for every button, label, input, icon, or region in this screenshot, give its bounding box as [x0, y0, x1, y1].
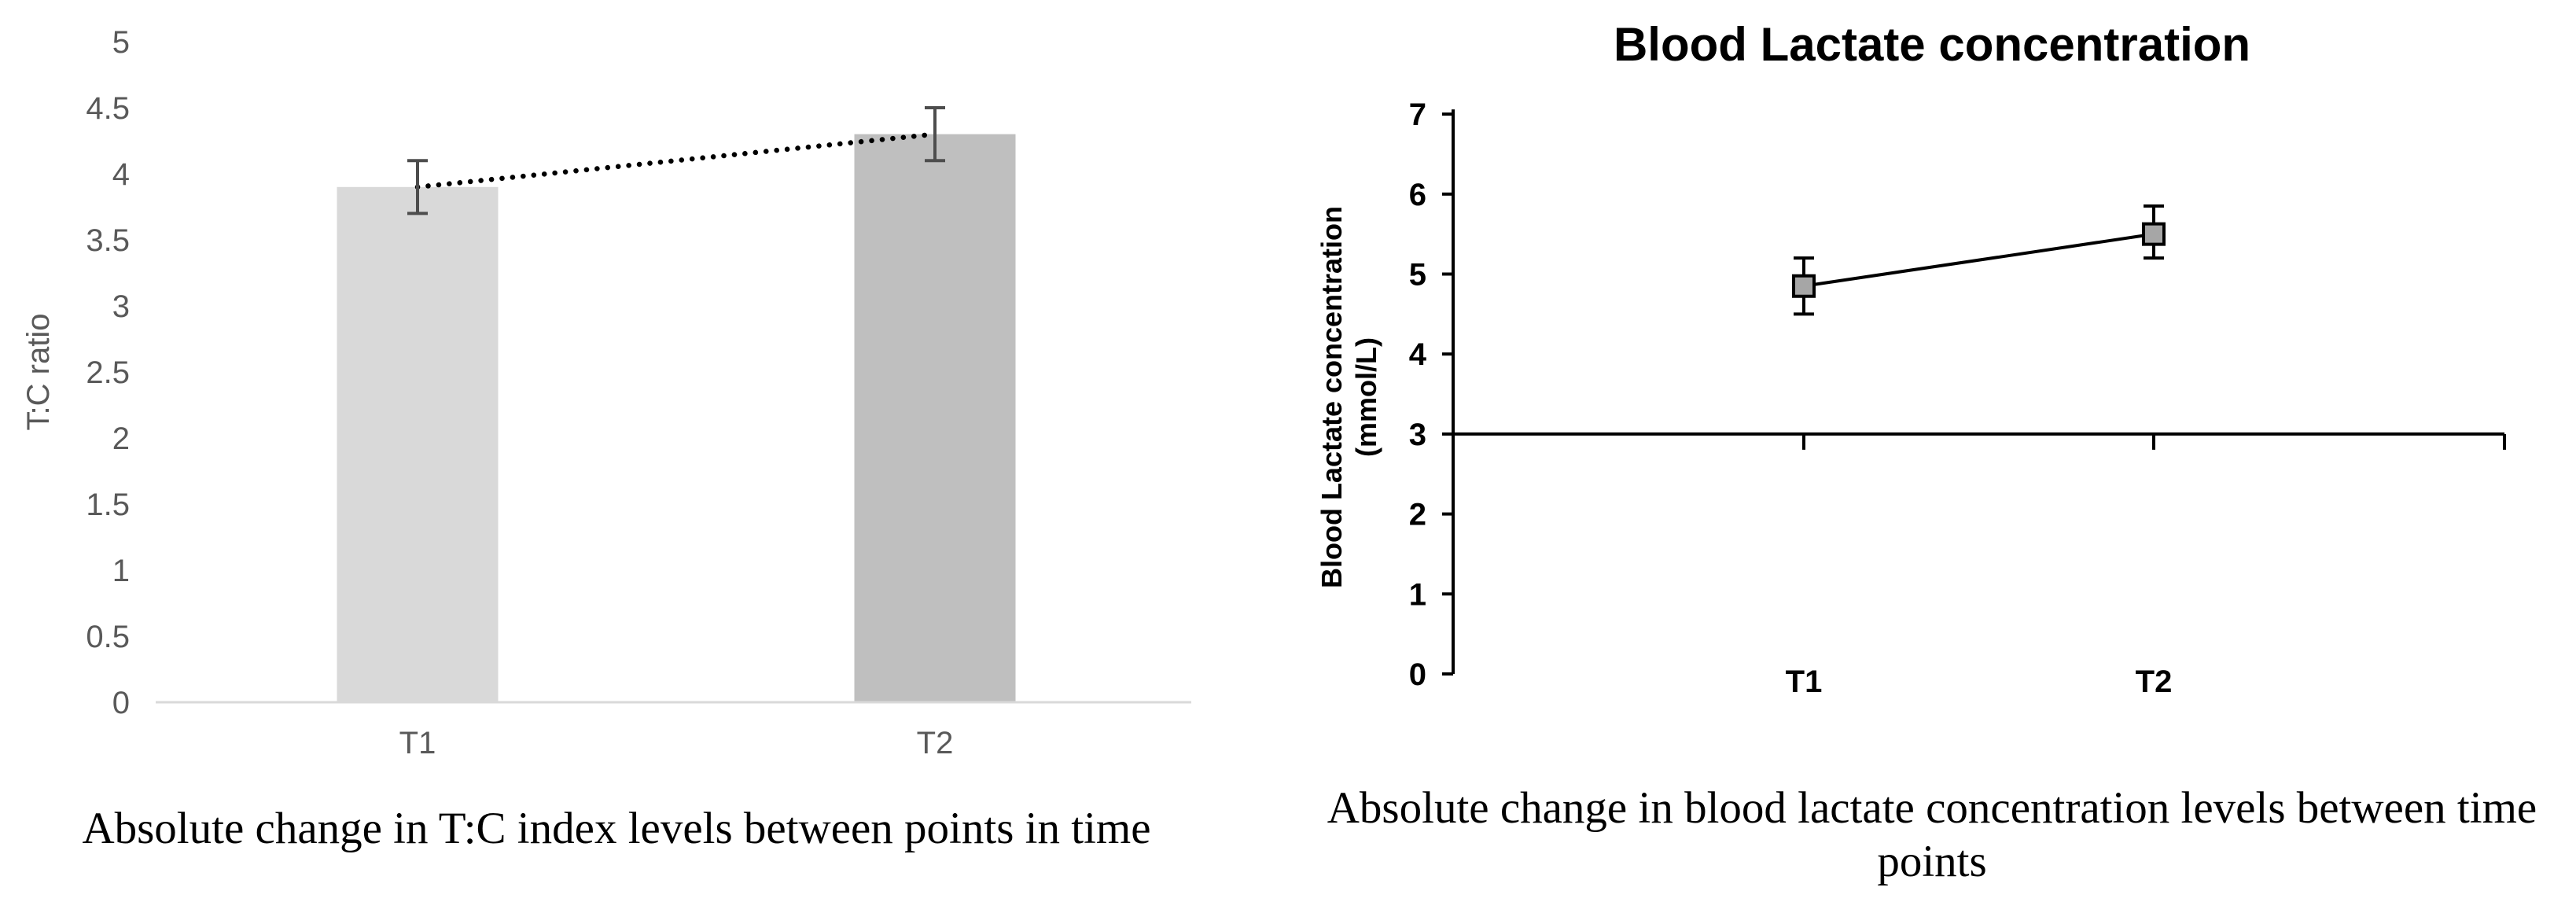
y-tick-label: 3.5 [86, 223, 130, 258]
y-tick-label: 6 [1409, 178, 1426, 212]
y-tick-label: 0 [112, 686, 130, 720]
y-tick-label: 4.5 [86, 91, 130, 126]
x-category-label: T1 [1786, 665, 1823, 699]
y-tick-label: 5 [1409, 258, 1426, 293]
y-tick-label: 7 [1409, 98, 1426, 132]
bar-t1 [337, 186, 499, 703]
y-tick-label: 2 [1409, 498, 1426, 532]
y-tick-label: 1 [112, 554, 130, 588]
tc-ratio-chart-figure: 0 0.5 1 1.5 2 2.5 3 3.5 4 4.5 5 T:C ratio T1 T2 Absol… [21, 25, 1191, 853]
y-tick-label: 2 [112, 422, 130, 456]
y-tick-label: 4 [112, 157, 130, 192]
y-axis-title-line: (mmol/L) [1350, 337, 1382, 457]
y-tick-label: 5 [112, 25, 130, 60]
x-category-label: T2 [917, 726, 954, 760]
x-category-label: T1 [399, 726, 436, 760]
y-tick-label: 2.5 [86, 355, 130, 390]
series-line [1803, 232, 2155, 288]
blood-lactate-chart: 0 1 2 3 4 5 6 7 Blood Lactate concentration (mmol… [1316, 98, 2506, 699]
y-axis-title-group: Blood Lactate concentration (mmol/L) [1316, 206, 1382, 588]
y-tick-label: 3 [112, 289, 130, 324]
tc-ratio-chart: 0 0.5 1 1.5 2 2.5 3 3.5 4 4.5 5 T:C ratio T1 T2 [21, 25, 1191, 760]
y-tick-label: 1 [1409, 577, 1426, 612]
y-tick-label: 3 [1409, 418, 1426, 452]
blood-lactate-chart-figure: Blood Lactate concentration 0 1 2 3 4 5 6 7 Bloo… [1288, 0, 2576, 902]
blood-lactate-caption: Absolute change in blood lactate concent… [1327, 783, 2537, 886]
data-point-marker-t1 [1792, 274, 1816, 298]
y-tick-label: 1.5 [86, 488, 130, 522]
x-category-label: T2 [2136, 665, 2173, 699]
data-point-marker-t2 [2142, 222, 2166, 246]
y-tick-label: 0.5 [86, 620, 130, 654]
y-tick-label: 4 [1409, 337, 1427, 372]
blood-lactate-chart-title: Blood Lactate concentration [1613, 18, 2251, 71]
tc-ratio-caption: Absolute change in T:C index levels betw… [82, 804, 1151, 853]
y-axis-title: T:C ratio [21, 314, 56, 431]
y-tick-label: 0 [1409, 657, 1426, 692]
bar-t2 [854, 134, 1016, 703]
dotted-trendline [414, 131, 938, 190]
y-axis-title-line: Blood Lactate concentration [1316, 206, 1348, 588]
